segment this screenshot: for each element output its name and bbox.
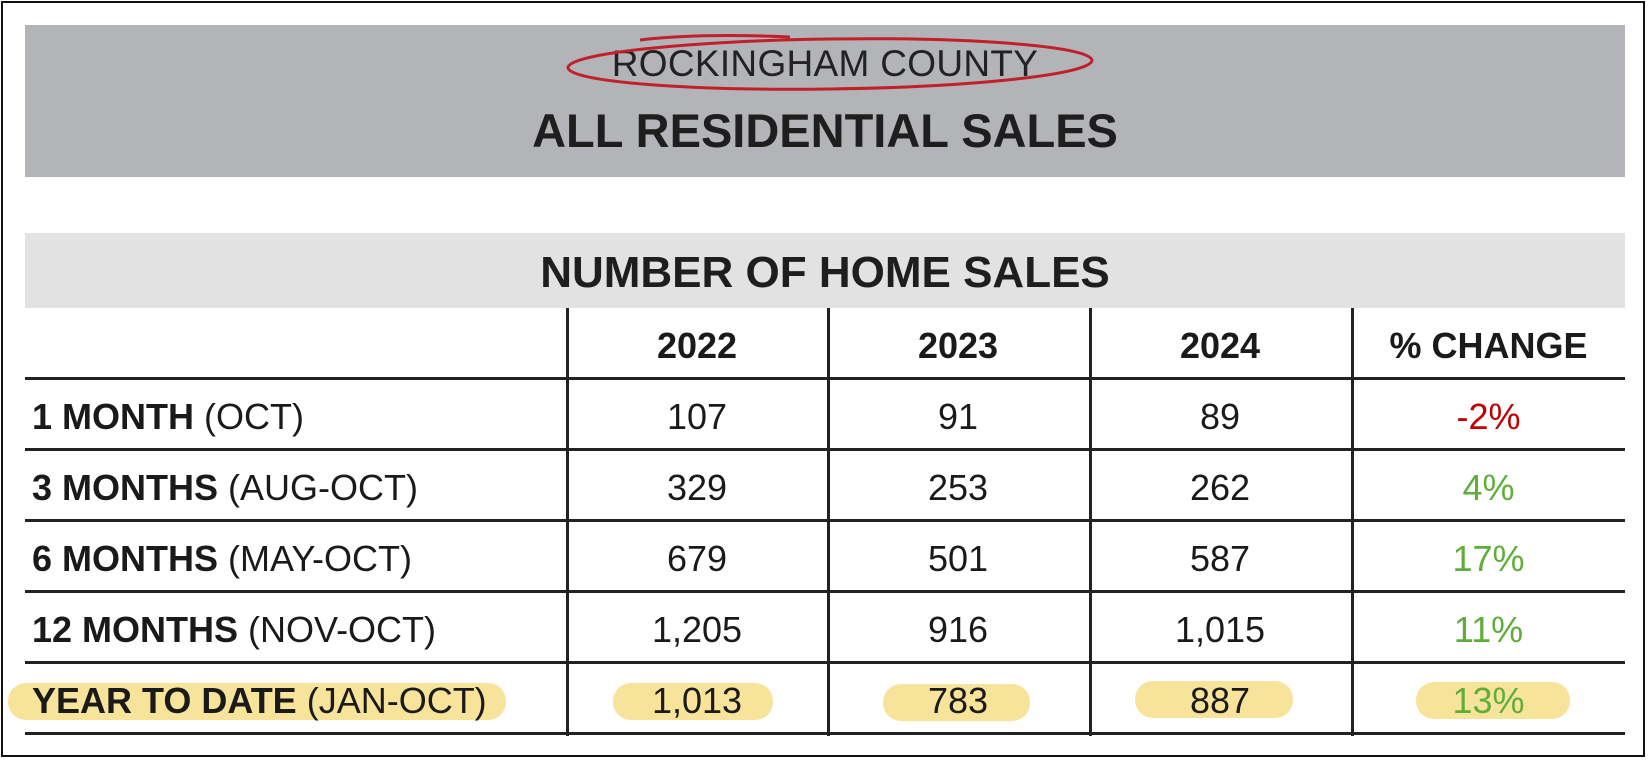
cell-change: -2% xyxy=(1456,396,1521,437)
cell-2024: 89 xyxy=(1199,396,1241,437)
table-row: 3 MONTHS (AUG-OCT) 329 253 262 4% xyxy=(25,450,1625,521)
row-label: 6 MONTHS (MAY-OCT) xyxy=(32,538,413,579)
cell-2022: 679 xyxy=(666,538,728,579)
row-label: 12 MONTHS (NOV-OCT) xyxy=(32,609,437,650)
report-title: ALL RESIDENTIAL SALES xyxy=(532,104,1118,157)
table-row: 6 MONTHS (MAY-OCT) 679 501 587 17% xyxy=(25,521,1625,592)
column-divider xyxy=(1351,308,1354,736)
cell-2024: 887 xyxy=(1189,680,1251,721)
row-divider xyxy=(25,590,1625,593)
row-label: 1 MONTH (OCT) xyxy=(32,396,304,437)
cell-change: 13% xyxy=(1452,680,1525,721)
row-divider xyxy=(25,519,1625,522)
header-banner: ROCKINGHAM COUNTY ALL RESIDENTIAL SALES xyxy=(25,25,1625,177)
cell-2022: 107 xyxy=(666,396,728,437)
section-title: NUMBER OF HOME SALES xyxy=(25,233,1625,308)
column-header-2022: 2022 xyxy=(656,325,738,366)
column-header-2023: 2023 xyxy=(917,325,999,366)
cell-change: 4% xyxy=(1462,467,1515,508)
cell-2024: 1,015 xyxy=(1174,609,1266,650)
column-header-change: % CHANGE xyxy=(1389,325,1588,366)
cell-2023: 91 xyxy=(937,396,979,437)
row-divider xyxy=(25,448,1625,451)
row-divider xyxy=(25,377,1625,380)
cell-2022: 1,205 xyxy=(651,609,743,650)
row-divider xyxy=(25,661,1625,664)
cell-2023: 253 xyxy=(927,467,989,508)
cell-change: 11% xyxy=(1453,609,1524,650)
row-divider xyxy=(25,732,1625,735)
column-divider xyxy=(566,308,569,736)
cell-2024: 262 xyxy=(1189,467,1251,508)
cell-2023: 916 xyxy=(927,609,989,650)
cell-change: 17% xyxy=(1452,538,1525,579)
column-divider xyxy=(827,308,830,736)
cell-2023: 501 xyxy=(927,538,989,579)
table-header-row: 2022 2023 2024 % CHANGE xyxy=(25,308,1625,379)
county-name: ROCKINGHAM COUNTY xyxy=(611,43,1039,84)
row-label: 3 MONTHS (AUG-OCT) xyxy=(32,467,418,508)
cell-2022: 1,013 xyxy=(651,680,743,721)
cell-2023: 783 xyxy=(927,680,989,721)
table-row: YEAR TO DATE (JAN-OCT) 1,013 783 887 13% xyxy=(25,663,1625,734)
row-label: YEAR TO DATE (JAN-OCT) xyxy=(32,680,487,721)
cell-2024: 587 xyxy=(1189,538,1251,579)
county-line: ROCKINGHAM COUNTY xyxy=(25,39,1625,89)
column-header-2024: 2024 xyxy=(1179,325,1261,366)
table-row: 12 MONTHS (NOV-OCT) 1,205 916 1,015 11% xyxy=(25,592,1625,663)
column-divider xyxy=(1089,308,1092,736)
table-row: 1 MONTH (OCT) 107 91 89 -2% xyxy=(25,379,1625,450)
cell-2022: 329 xyxy=(666,467,728,508)
